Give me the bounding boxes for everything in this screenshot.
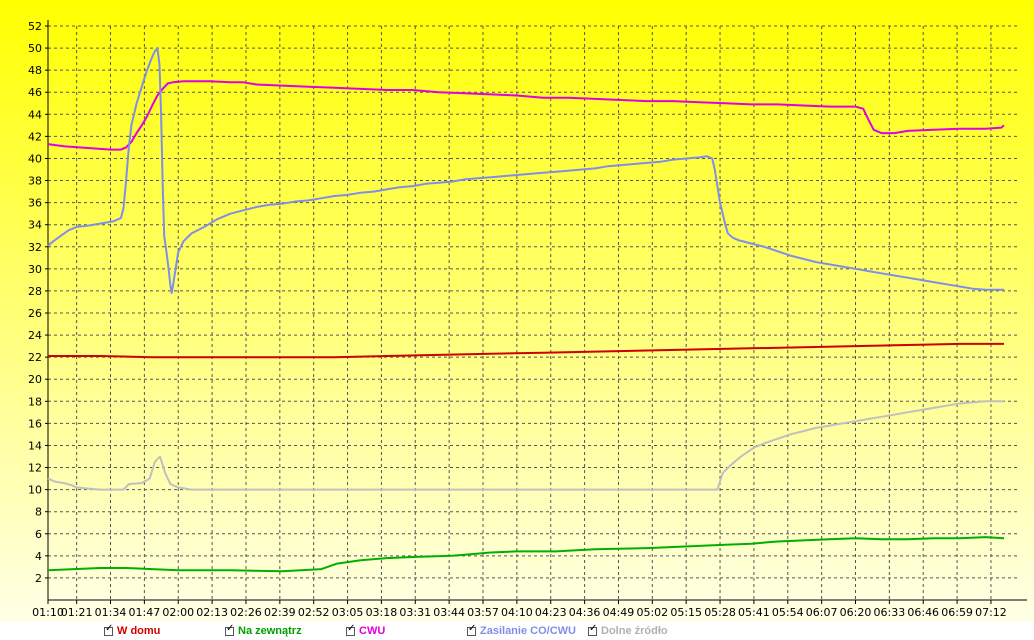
legend-item-na-zewnatrz[interactable]: Na zewnątrz xyxy=(225,623,302,638)
y-tick-label: 30 xyxy=(28,263,42,276)
x-tick-label: 05:54 xyxy=(772,606,804,619)
legend-label: Zasilanie CO/CWU xyxy=(480,625,576,637)
x-tick-label: 03:18 xyxy=(366,606,398,619)
series-line-zasilanie-co-cwu xyxy=(47,47,1004,295)
x-tick-label: 02:00 xyxy=(162,606,194,619)
y-tick-label: 38 xyxy=(28,175,42,188)
y-tick-label: 26 xyxy=(28,307,42,320)
y-tick-label: 18 xyxy=(28,395,42,408)
x-tick-label: 06:33 xyxy=(874,606,906,619)
y-tick-label: 6 xyxy=(35,528,42,541)
x-tick-label: 01:10 xyxy=(32,606,64,619)
y-tick-label: 8 xyxy=(35,506,42,519)
checkbox-icon[interactable] xyxy=(467,623,476,636)
legend-label: W domu xyxy=(117,625,161,637)
x-tick-label: 03:44 xyxy=(433,606,465,619)
x-tick-label: 01:21 xyxy=(61,606,93,619)
legend-label: Na zewnątrz xyxy=(238,625,302,637)
y-tick-label: 2 xyxy=(35,572,42,585)
y-tick-label: 4 xyxy=(35,550,42,563)
legend-label: CWU xyxy=(359,625,386,637)
x-tick-label: 04:10 xyxy=(501,606,533,619)
x-tick-label: 03:05 xyxy=(332,606,364,619)
legend-label: Dolne źródło xyxy=(601,625,668,637)
checkbox-icon[interactable] xyxy=(225,623,234,636)
series xyxy=(47,47,1005,573)
y-tick-label: 28 xyxy=(28,285,42,298)
legend-item-cwu[interactable]: CWU xyxy=(346,623,386,638)
checkbox-icon[interactable] xyxy=(346,623,355,636)
series-line-w-domu xyxy=(48,342,1004,359)
x-tick-label: 05:15 xyxy=(670,606,702,619)
y-tick-label: 24 xyxy=(28,329,42,342)
y-tick-label: 12 xyxy=(28,462,42,475)
y-tick-label: 34 xyxy=(28,219,42,232)
y-tick-label: 22 xyxy=(28,351,42,364)
y-tick-label: 36 xyxy=(28,197,42,210)
x-tick-label: 05:41 xyxy=(738,606,770,619)
x-tick-label: 06:59 xyxy=(941,606,973,619)
y-tick-label: 40 xyxy=(28,152,42,165)
y-tick-label: 50 xyxy=(28,42,42,55)
y-tick-label: 42 xyxy=(28,130,42,143)
y-tick-label: 16 xyxy=(28,417,42,430)
x-tick-label: 05:28 xyxy=(704,606,736,619)
legend-item-w-domu[interactable]: W domu xyxy=(104,623,161,638)
y-tick-label: 52 xyxy=(28,20,42,33)
axes: 2468101214161820222426283032343638404244… xyxy=(28,20,1027,619)
x-tick-label: 04:23 xyxy=(535,606,567,619)
checkbox-icon[interactable] xyxy=(104,623,113,636)
legend-item-dolne-zrodlo[interactable]: Dolne źródło xyxy=(588,623,668,638)
y-tick-label: 48 xyxy=(28,64,42,77)
legend: W domu Na zewnątrz CWU Zasilanie CO/CWU … xyxy=(0,622,1034,640)
x-tick-label: 06:46 xyxy=(907,606,939,619)
x-tick-label: 02:26 xyxy=(230,606,262,619)
x-tick-label: 01:47 xyxy=(129,606,161,619)
y-tick-label: 20 xyxy=(28,373,42,386)
y-tick-label: 32 xyxy=(28,241,42,254)
x-tick-label: 05:02 xyxy=(636,606,668,619)
x-tick-label: 01:34 xyxy=(95,606,127,619)
series-line-cwu xyxy=(47,80,1005,151)
legend-item-zasilanie[interactable]: Zasilanie CO/CWU xyxy=(467,623,576,638)
y-tick-label: 46 xyxy=(28,86,42,99)
checkbox-icon[interactable] xyxy=(588,623,597,636)
x-tick-label: 02:52 xyxy=(298,606,330,619)
line-chart: 2468101214161820222426283032343638404244… xyxy=(0,0,1034,622)
x-tick-label: 04:36 xyxy=(569,606,601,619)
x-tick-label: 04:49 xyxy=(603,606,635,619)
x-tick-label: 03:57 xyxy=(467,606,499,619)
x-tick-label: 02:13 xyxy=(196,606,228,619)
x-tick-label: 02:39 xyxy=(264,606,296,619)
x-tick-label: 06:07 xyxy=(806,606,838,619)
x-tick-label: 03:31 xyxy=(399,606,431,619)
y-tick-label: 44 xyxy=(28,108,42,121)
series-line-na-zewna-trz xyxy=(47,536,1005,573)
series-line-dolne-z-ro-d-o xyxy=(47,400,1004,491)
y-tick-label: 14 xyxy=(28,439,42,452)
y-tick-label: 10 xyxy=(28,484,42,497)
x-tick-label: 07:12 xyxy=(975,606,1007,619)
x-tick-label: 06:20 xyxy=(840,606,872,619)
